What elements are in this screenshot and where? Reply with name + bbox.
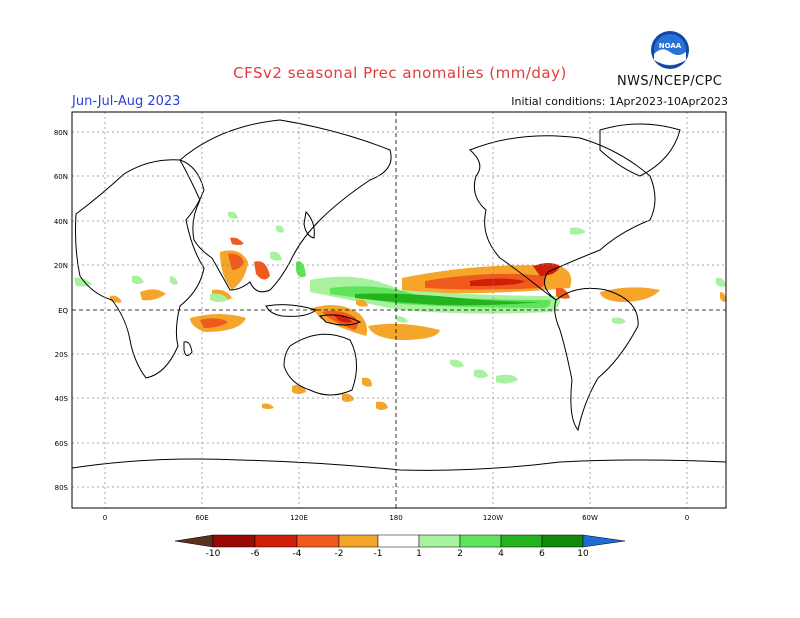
- season-label: Jun-Jul-Aug 2023: [72, 94, 181, 109]
- colorbar-label-neg1: -1: [374, 549, 383, 559]
- west-pacific-dry: [356, 299, 368, 307]
- colorbar-bin-8: [541, 534, 584, 548]
- lat-label-20s: 20S: [55, 351, 69, 359]
- madagascar-outline: [183, 341, 193, 356]
- map-frame: [71, 111, 727, 509]
- asia-outline: [179, 119, 392, 293]
- new-zealand-dry: [376, 401, 388, 410]
- india-strong-dry: [228, 253, 244, 270]
- colorbar-bin-3: [296, 534, 340, 548]
- south-pacific-wet-2: [474, 369, 488, 378]
- south-indian-dry: [262, 403, 274, 409]
- lon-label-60e: 60E: [195, 514, 208, 522]
- lat-label-20n: 20N: [54, 262, 68, 270]
- colorbar-label-neg2: -2: [335, 549, 344, 559]
- lat-labels: 80N 60N 40N 20N EQ 20S 40S 60S 80S: [54, 129, 69, 492]
- southeast-asia-dry: [254, 261, 270, 280]
- gulf-guinea-dry: [110, 295, 122, 303]
- sahel-wet: [132, 275, 144, 284]
- coastlines: [71, 119, 727, 471]
- lat-label-40n: 40N: [54, 218, 68, 226]
- colorbar-bin-2: [254, 534, 298, 548]
- colorbar-bin-7: [500, 534, 543, 548]
- colorbar-label-6: 6: [539, 549, 545, 559]
- lon-gridlines: [104, 112, 688, 508]
- colorbar-right-arrow: [582, 534, 626, 548]
- south-america-outline: [554, 287, 639, 432]
- colorbar-label-10: 10: [577, 549, 589, 559]
- greenland-outline: [599, 123, 681, 177]
- east-atlantic-wet: [716, 277, 726, 287]
- lon-label-120w: 120W: [483, 514, 503, 522]
- colorbar-bin-5: [418, 534, 461, 548]
- lat-label-40s: 40S: [55, 395, 69, 403]
- south-asia-wet: [210, 293, 228, 302]
- japan-outline: [303, 210, 315, 239]
- east-africa-wet: [170, 276, 178, 285]
- east-atlantic-dry: [720, 292, 726, 302]
- colorbar-label-1: 1: [416, 549, 422, 559]
- colorbar-left-arrow: [174, 534, 214, 548]
- colorbar-label-neg6: -6: [251, 549, 260, 559]
- lat-label-60n: 60N: [54, 173, 68, 181]
- mid-pacific-wet: [396, 316, 408, 323]
- central-america-dry: [533, 263, 560, 276]
- colorbar-label-4: 4: [498, 549, 504, 559]
- pacific-itcz-core-dry: [470, 278, 525, 286]
- central-africa-dry: [140, 289, 166, 301]
- china-wet-2: [228, 211, 238, 219]
- atlantic-dry: [600, 287, 660, 302]
- east-australia-dry: [362, 377, 372, 387]
- lon-labels: 0 60E 120E 180 120W 60W 0: [103, 514, 689, 522]
- new-guinea-core-dry: [334, 314, 352, 323]
- colorbar-bin-1: [212, 534, 256, 548]
- himalaya-dry: [230, 237, 244, 245]
- noaa-logo: NOAA: [651, 31, 689, 69]
- lon-label-120e: 120E: [290, 514, 308, 522]
- china-wet: [270, 251, 282, 261]
- colorbar-label-neg4: -4: [293, 549, 302, 559]
- colorbar-label-neg10: -10: [206, 549, 221, 559]
- colorbar-label-2: 2: [457, 549, 463, 559]
- lon-label-180: 180: [389, 514, 402, 522]
- north-america-outline: [469, 135, 656, 301]
- caribbean-dry: [556, 287, 570, 299]
- philippines-wet: [296, 261, 306, 278]
- lat-gridlines: [72, 131, 726, 488]
- initial-conditions-label: Initial conditions: 1Apr2023-10Apr2023: [511, 95, 728, 108]
- south-pacific-wet-1: [450, 359, 464, 368]
- lat-label-eq: EQ: [58, 307, 68, 315]
- japan-wet: [276, 225, 284, 233]
- agency-label: NWS/NCEP/CPC: [617, 74, 723, 89]
- lat-label-80n: 80N: [54, 129, 68, 137]
- lat-label-80s: 80S: [55, 484, 69, 492]
- lon-label-60w: 60W: [582, 514, 598, 522]
- lon-label-0-right: 0: [685, 514, 689, 522]
- indonesia-outline: [265, 304, 318, 317]
- lon-label-0: 0: [103, 514, 107, 522]
- south-pacific-dry: [368, 323, 440, 340]
- antarctica-outline: [71, 458, 727, 471]
- south-pacific-wet-3: [496, 374, 518, 384]
- indian-ocean-strong-dry: [200, 318, 228, 328]
- colorbar: -10 -6 -4 -2 -1 1 2 4 6 10: [174, 534, 626, 559]
- colorbar-bin-6: [459, 534, 502, 548]
- pacific-wet-strong: [355, 293, 540, 306]
- west-africa-wet: [74, 277, 92, 287]
- map-title: CFSv2 seasonal Prec anomalies (mm/day): [233, 64, 567, 82]
- noaa-logo-text: NOAA: [659, 42, 682, 50]
- colorbar-bin-4: [338, 534, 379, 548]
- lat-label-60s: 60S: [55, 440, 69, 448]
- australia-outline: [283, 333, 357, 396]
- amazon-wet: [612, 317, 626, 324]
- new-guinea-outline: [318, 314, 362, 326]
- europe-africa-outline: [75, 159, 205, 379]
- colorbar-bin-white: [377, 534, 420, 548]
- anomaly-fields: [74, 211, 726, 410]
- us-east-wet: [570, 227, 586, 235]
